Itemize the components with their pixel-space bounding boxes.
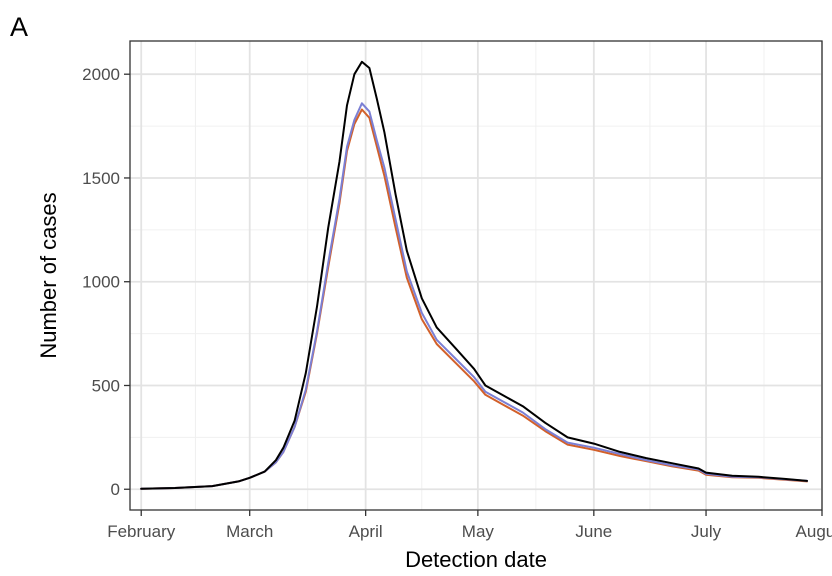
x-axis: February March April May June July August — [107, 510, 832, 541]
y-tick-label: 0 — [111, 480, 120, 499]
y-tick-label: 500 — [92, 376, 120, 395]
x-tick-label: July — [691, 522, 722, 541]
y-tick-label: 1500 — [82, 169, 120, 188]
y-axis: 0 500 1000 1500 2000 — [82, 65, 130, 499]
plot-panel-border — [129, 40, 823, 511]
x-tick-label: June — [575, 522, 612, 541]
grid — [130, 41, 823, 510]
series-lines — [140, 60, 808, 490]
series-line-1 — [140, 60, 808, 490]
y-tick-label: 2000 — [82, 65, 120, 84]
x-tick-label: February — [107, 522, 176, 541]
panel-label: A — [10, 12, 28, 42]
plot-panel-background — [130, 41, 822, 510]
series-line-2 — [140, 102, 808, 490]
x-tick-label: May — [462, 522, 495, 541]
x-tick-label: April — [349, 522, 383, 541]
x-tick-label: March — [226, 522, 273, 541]
x-axis-title: Detection date — [405, 547, 547, 572]
y-tick-label: 1000 — [82, 273, 120, 292]
x-tick-label: August — [796, 522, 832, 541]
y-axis-title: Number of cases — [36, 192, 61, 358]
